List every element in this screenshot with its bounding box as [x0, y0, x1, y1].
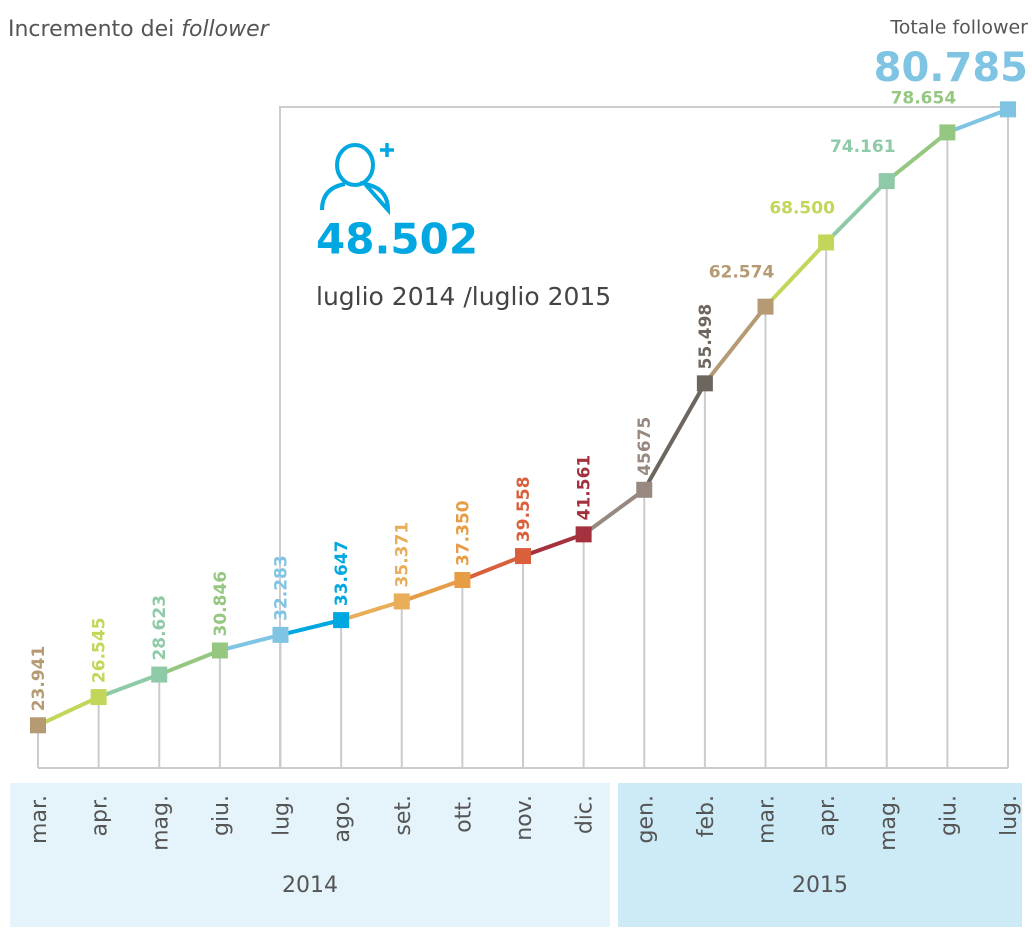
- year-label: 2014: [282, 873, 338, 898]
- annotation-period: luglio 2014 /luglio 2015: [316, 282, 611, 311]
- data-label: 41.561: [575, 455, 595, 521]
- x-tick-label: giu.: [936, 795, 961, 836]
- point: [1000, 101, 1016, 118]
- line-segment: [764, 241, 828, 309]
- frame: [279, 106, 1008, 768]
- total-value: 80.785: [874, 45, 1028, 91]
- x-tick-label: lug.: [270, 795, 295, 836]
- line-segment: [401, 578, 464, 604]
- data-label: 23.941: [29, 646, 49, 712]
- data-label: 62.574: [709, 263, 775, 283]
- line-segment: [340, 599, 403, 623]
- point: [151, 666, 168, 683]
- line-segment: [703, 305, 768, 385]
- line-segment: [522, 532, 585, 558]
- x-tick-label: feb.: [694, 795, 719, 837]
- data-label: 55.498: [696, 304, 716, 370]
- x-tick-label: ago.: [330, 795, 355, 843]
- x-tick-label: apr.: [815, 795, 840, 836]
- data-label: 26.545: [90, 617, 110, 683]
- data-label: 74.161: [830, 137, 896, 157]
- x-tick-label: apr.: [88, 795, 113, 836]
- x-tick-label: nov.: [512, 795, 537, 841]
- data-label: 39.558: [514, 476, 534, 542]
- data-label: 35.371: [393, 522, 413, 588]
- follower-icon: [320, 143, 394, 216]
- line-segment: [824, 179, 889, 244]
- total-label: Totale follower: [889, 17, 1028, 39]
- annotation-value: 48.502: [316, 215, 478, 264]
- line-segment: [642, 382, 707, 491]
- point: [333, 612, 350, 629]
- data-label: 78.654: [891, 88, 957, 108]
- point: [90, 689, 107, 706]
- line-segment: [582, 488, 646, 536]
- line-segment: [158, 648, 221, 677]
- line-segment: [37, 695, 100, 728]
- point: [939, 124, 956, 141]
- point: [515, 548, 531, 565]
- year-band: [617, 783, 1022, 927]
- data-label: 45675: [635, 417, 655, 476]
- data-label: 68.500: [769, 198, 835, 218]
- line-segment: [219, 632, 281, 653]
- x-tick-label: giu.: [209, 795, 234, 836]
- data-label: 33.647: [332, 541, 352, 607]
- x-tick-label: mag.: [148, 795, 173, 851]
- x-tick-label: lug.: [997, 795, 1022, 836]
- x-tick-label: mag.: [876, 795, 901, 851]
- chart-title: Incremento dei follower: [8, 17, 271, 42]
- point: [393, 593, 410, 610]
- point: [696, 375, 713, 392]
- title-emphasis: follower: [181, 17, 270, 42]
- year-label: 2015: [792, 873, 848, 898]
- point: [272, 626, 289, 643]
- point: [454, 571, 471, 588]
- x-tick-label: mar.: [755, 795, 780, 844]
- line-segment: [946, 107, 1009, 135]
- point: [818, 234, 835, 251]
- title-main: Incremento dei: [8, 17, 174, 42]
- x-tick-label: set.: [391, 795, 416, 836]
- x-tick-label: dic.: [573, 795, 598, 834]
- line-segment: [97, 672, 160, 699]
- data-label: 28.623: [150, 595, 170, 661]
- data-label: 30.846: [211, 571, 231, 637]
- point: [575, 526, 592, 543]
- year-band: [10, 783, 610, 927]
- point: [757, 298, 774, 315]
- point: [30, 717, 46, 734]
- line-segment: [461, 554, 524, 582]
- line-segment: [280, 618, 342, 637]
- x-tick-label: gen.: [633, 795, 658, 843]
- point: [636, 481, 653, 498]
- x-tick-label: mar.: [27, 795, 52, 844]
- point: [211, 642, 228, 659]
- line-segment: [885, 130, 949, 183]
- point: [878, 173, 895, 190]
- x-tick-label: ott.: [451, 795, 476, 833]
- data-label: 32.283: [272, 555, 292, 621]
- data-label: 37.350: [453, 500, 473, 566]
